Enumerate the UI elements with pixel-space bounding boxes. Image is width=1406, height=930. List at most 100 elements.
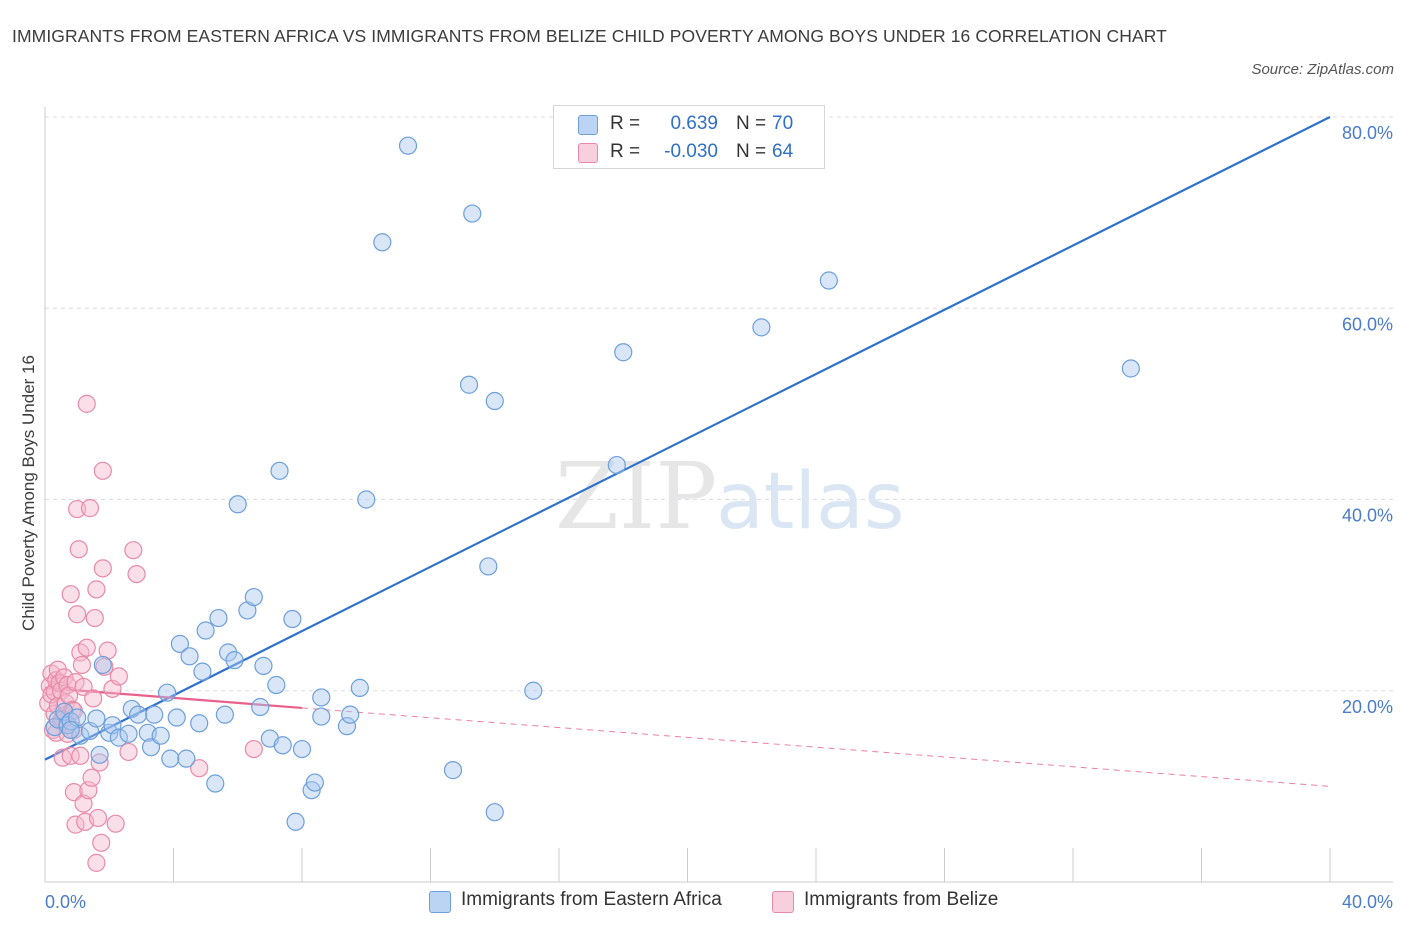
data-point-eastern-africa bbox=[267, 675, 286, 695]
correlation-legend: R = 0.639 N = 70 R = -0.030 N = 64 bbox=[553, 105, 825, 169]
data-point-eastern-africa bbox=[524, 681, 543, 700]
data-point-eastern-africa bbox=[228, 495, 247, 514]
data-point-eastern-africa bbox=[443, 761, 463, 780]
data-point-belize bbox=[61, 746, 80, 765]
data-point-belize bbox=[92, 833, 111, 852]
data-point-belize bbox=[82, 768, 101, 787]
data-point-eastern-africa bbox=[270, 461, 289, 480]
data-point-eastern-africa bbox=[90, 745, 109, 764]
data-point-belize bbox=[127, 564, 146, 584]
tick-labels: 20.0% 40.0% 60.0% 80.0% 0.0% 40.0% bbox=[45, 123, 1393, 912]
data-point-eastern-africa bbox=[357, 490, 376, 509]
bottom-legend-swatch-blue bbox=[429, 891, 451, 913]
data-point-eastern-africa bbox=[177, 749, 196, 768]
data-point-eastern-africa bbox=[190, 714, 209, 733]
data-point-eastern-africa bbox=[180, 647, 199, 666]
data-point-belize bbox=[87, 853, 106, 872]
data-point-eastern-africa bbox=[93, 655, 112, 675]
legend-n-value: 64 bbox=[772, 141, 794, 162]
data-point-eastern-africa bbox=[251, 697, 270, 717]
data-point-eastern-africa bbox=[485, 803, 504, 822]
data-point-belize bbox=[244, 739, 263, 759]
data-point-eastern-africa bbox=[819, 271, 838, 290]
x-tick-label: 40.0% bbox=[1342, 892, 1393, 912]
legend-r-value: -0.030 bbox=[664, 141, 718, 162]
data-point-belize bbox=[68, 605, 87, 624]
data-point-eastern-africa bbox=[129, 705, 148, 724]
legend-n-label: N = bbox=[736, 141, 767, 162]
data-point-eastern-africa bbox=[337, 717, 357, 736]
data-point-eastern-africa bbox=[312, 688, 331, 707]
legend-n-label: N = bbox=[736, 113, 767, 134]
data-point-eastern-africa bbox=[193, 662, 212, 681]
y-tick-label: 80.0% bbox=[1342, 123, 1393, 143]
data-point-belize bbox=[93, 461, 112, 480]
data-point-eastern-africa bbox=[61, 720, 80, 740]
data-point-eastern-africa bbox=[459, 375, 479, 394]
data-point-eastern-africa bbox=[292, 739, 312, 759]
bottom-legend-label: Immigrants from Eastern Africa bbox=[461, 889, 722, 910]
data-point-eastern-africa bbox=[398, 136, 418, 155]
bottom-legend-label: Immigrants from Belize bbox=[804, 889, 999, 910]
y-tick-label: 60.0% bbox=[1342, 314, 1393, 334]
trend-line-eastern-africa bbox=[44, 116, 1331, 761]
data-point-eastern-africa bbox=[170, 634, 190, 653]
data-point-eastern-africa bbox=[109, 728, 128, 747]
legend-swatch-pink bbox=[578, 143, 598, 163]
data-point-belize bbox=[90, 753, 109, 772]
data-point-eastern-africa bbox=[87, 709, 106, 728]
watermark-zip: ZIP bbox=[555, 443, 717, 550]
data-point-eastern-africa bbox=[305, 773, 324, 792]
data-point-eastern-africa bbox=[215, 705, 234, 724]
bottom-legend-swatch-pink bbox=[772, 891, 794, 913]
data-point-eastern-africa bbox=[485, 391, 504, 411]
data-point-eastern-africa bbox=[71, 726, 90, 745]
eastern-africa-points bbox=[45, 136, 1140, 831]
data-point-eastern-africa bbox=[463, 204, 482, 223]
watermark: ZIP atlas bbox=[555, 443, 905, 550]
y-axis-label: Child Poverty Among Boys Under 16 bbox=[19, 355, 38, 631]
data-point-eastern-africa bbox=[479, 557, 498, 576]
data-point-belize bbox=[87, 580, 106, 599]
data-point-eastern-africa bbox=[273, 736, 292, 755]
legend-n-value: 70 bbox=[772, 113, 794, 134]
data-point-belize bbox=[84, 689, 103, 708]
y-tick-label: 20.0% bbox=[1342, 697, 1393, 717]
data-point-belize bbox=[61, 585, 80, 604]
source-label: Source: ZipAtlas.com bbox=[1251, 61, 1394, 78]
data-point-belize bbox=[190, 759, 209, 778]
data-point-eastern-africa bbox=[145, 705, 164, 724]
data-point-eastern-africa bbox=[244, 587, 263, 607]
data-point-belize bbox=[74, 794, 93, 813]
data-point-eastern-africa bbox=[167, 708, 186, 727]
legend-r-label: R = bbox=[610, 141, 641, 162]
data-point-belize bbox=[119, 742, 138, 762]
legend-r-value: 0.639 bbox=[670, 113, 718, 134]
data-point-eastern-africa bbox=[196, 621, 215, 640]
axes bbox=[44, 107, 1393, 883]
data-point-eastern-africa bbox=[350, 678, 369, 697]
data-point-belize bbox=[71, 746, 90, 765]
data-point-eastern-africa bbox=[1121, 359, 1140, 378]
trend-line-belize-extension bbox=[301, 707, 1331, 787]
data-point-belize bbox=[69, 540, 88, 559]
data-point-belize bbox=[98, 641, 117, 660]
data-point-belize bbox=[85, 608, 104, 628]
data-point-eastern-africa bbox=[312, 707, 331, 726]
data-point-eastern-africa bbox=[614, 343, 633, 362]
data-point-eastern-africa bbox=[225, 651, 244, 670]
data-point-belize bbox=[88, 808, 108, 828]
data-point-belize bbox=[68, 499, 87, 519]
data-point-belize bbox=[93, 559, 112, 578]
data-point-eastern-africa bbox=[151, 726, 170, 745]
data-point-eastern-africa bbox=[161, 749, 180, 768]
data-point-belize bbox=[77, 394, 96, 413]
data-point-eastern-africa bbox=[286, 812, 305, 831]
data-point-eastern-africa bbox=[752, 318, 771, 337]
data-point-eastern-africa bbox=[206, 774, 225, 793]
chart-title: IMMIGRANTS FROM EASTERN AFRICA VS IMMIGR… bbox=[12, 26, 1167, 46]
legend-r-label: R = bbox=[610, 113, 641, 134]
data-point-belize bbox=[109, 667, 128, 686]
data-point-eastern-africa bbox=[209, 608, 228, 628]
data-point-eastern-africa bbox=[373, 233, 392, 252]
